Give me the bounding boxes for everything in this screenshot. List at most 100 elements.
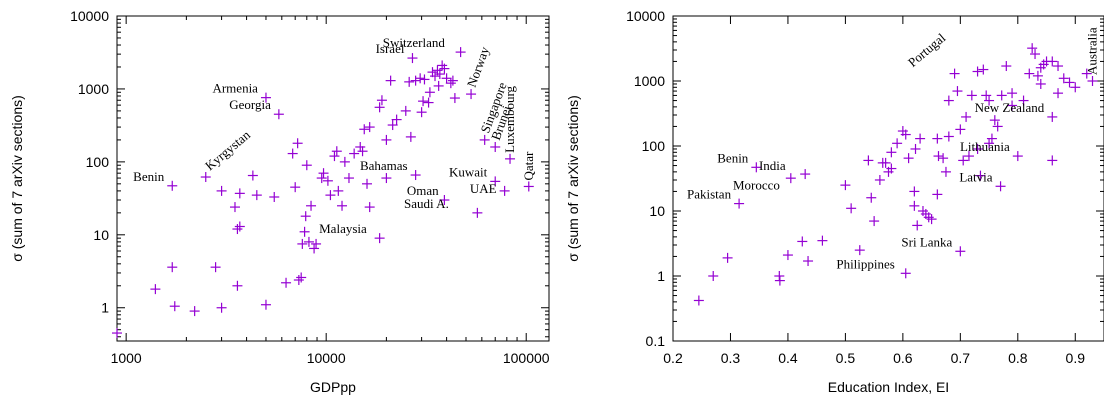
data-point — [903, 153, 914, 164]
data-point — [1047, 56, 1058, 67]
data-point — [309, 243, 320, 254]
data-point — [410, 170, 421, 181]
data-point — [405, 131, 416, 142]
data-point — [216, 302, 227, 313]
data-point — [1024, 68, 1035, 79]
data-point — [785, 173, 796, 184]
annotation-label: Bahamas — [360, 158, 408, 173]
data-point — [229, 202, 240, 213]
data-point — [1027, 43, 1038, 54]
data-point — [374, 102, 385, 113]
data-point — [232, 224, 243, 235]
data-point — [303, 236, 314, 247]
data-point — [1035, 78, 1046, 89]
data-point — [984, 138, 995, 149]
data-point — [523, 181, 534, 192]
y-tick-label: 100 — [642, 138, 666, 154]
y-tick-label: 10000 — [70, 8, 109, 24]
data-point — [297, 238, 308, 249]
data-point — [722, 252, 733, 263]
data-point — [423, 97, 434, 108]
data-point — [1032, 70, 1043, 81]
data-point — [210, 262, 221, 273]
x-tick-label: 0.5 — [836, 350, 856, 366]
data-point — [362, 178, 373, 189]
data-point — [339, 156, 350, 167]
x-tick-label: 0.8 — [1008, 350, 1028, 366]
data-point — [963, 151, 974, 162]
data-point — [955, 246, 966, 257]
data-point — [439, 63, 450, 74]
data-point — [912, 220, 923, 231]
data-point — [490, 141, 501, 152]
data-point — [800, 169, 811, 180]
data-point — [933, 151, 944, 162]
data-point — [293, 275, 304, 286]
data-point — [708, 271, 719, 281]
data-point — [1012, 151, 1023, 162]
data-point — [447, 75, 458, 86]
data-point — [150, 284, 161, 295]
data-point — [943, 95, 954, 106]
data-point — [1047, 111, 1058, 122]
data-point — [301, 160, 312, 171]
data-point — [943, 131, 954, 142]
y-tick-label: 1000 — [634, 73, 665, 89]
data-point — [817, 235, 828, 246]
data-point — [886, 163, 897, 174]
data-point — [419, 74, 430, 85]
data-point — [273, 109, 284, 120]
data-point — [424, 87, 435, 98]
data-point — [247, 170, 258, 181]
data-point — [472, 207, 483, 218]
annotation-label: Latvia — [959, 169, 992, 184]
y-axis-label: σ (sum of 7 arXiv sections) — [9, 95, 25, 262]
data-point — [260, 299, 271, 310]
data-point — [430, 71, 441, 82]
data-point — [926, 214, 937, 225]
annotation-label: Georgia — [229, 97, 271, 112]
data-point — [693, 295, 704, 306]
data-point — [415, 73, 426, 84]
data-point — [325, 190, 336, 201]
data-point — [449, 93, 460, 104]
data-point — [1058, 73, 1069, 84]
data-point — [995, 181, 1006, 192]
data-point — [900, 268, 911, 279]
annotation-label: Pakistan — [687, 187, 732, 202]
data-point — [1081, 68, 1092, 79]
data-point — [734, 198, 745, 209]
data-point — [981, 90, 992, 101]
data-point — [909, 200, 920, 211]
data-point — [909, 186, 920, 197]
y-tick-label: 10 — [93, 227, 109, 243]
data-point — [955, 124, 966, 135]
data-point — [427, 67, 438, 78]
annotation-label: Switzerland — [383, 35, 446, 50]
data-point — [1053, 88, 1064, 99]
data-point — [854, 245, 865, 256]
annotation-label: Kuwait — [449, 164, 488, 179]
data-point — [1001, 61, 1012, 72]
data-point — [391, 114, 402, 125]
x-tick-label: 1000 — [111, 350, 142, 366]
plot-frame — [672, 15, 1104, 342]
data-point — [996, 90, 1007, 101]
data-point — [797, 236, 808, 247]
scatter-education-index: 0.1 1 10 100 1000 10000 0.2 0.3 0.4 0.5 0.6 0.7 0.8 0… — [565, 8, 1104, 395]
data-point — [910, 143, 921, 154]
data-point — [975, 170, 986, 181]
data-point — [306, 200, 317, 211]
data-point — [961, 111, 972, 122]
annotation-label: Portugal — [905, 30, 949, 70]
x-tick-label: 100000 — [503, 350, 550, 366]
x-tick-label: 0.3 — [721, 350, 741, 366]
data-point — [410, 75, 421, 86]
data-point — [269, 191, 280, 202]
annotation-label: Oman — [407, 183, 439, 198]
annotation-label: India — [759, 158, 786, 173]
data-point — [751, 162, 762, 173]
data-point — [1030, 49, 1041, 60]
annotation-label: Australia — [1085, 27, 1100, 75]
annotation-label: Morocco — [733, 177, 780, 192]
